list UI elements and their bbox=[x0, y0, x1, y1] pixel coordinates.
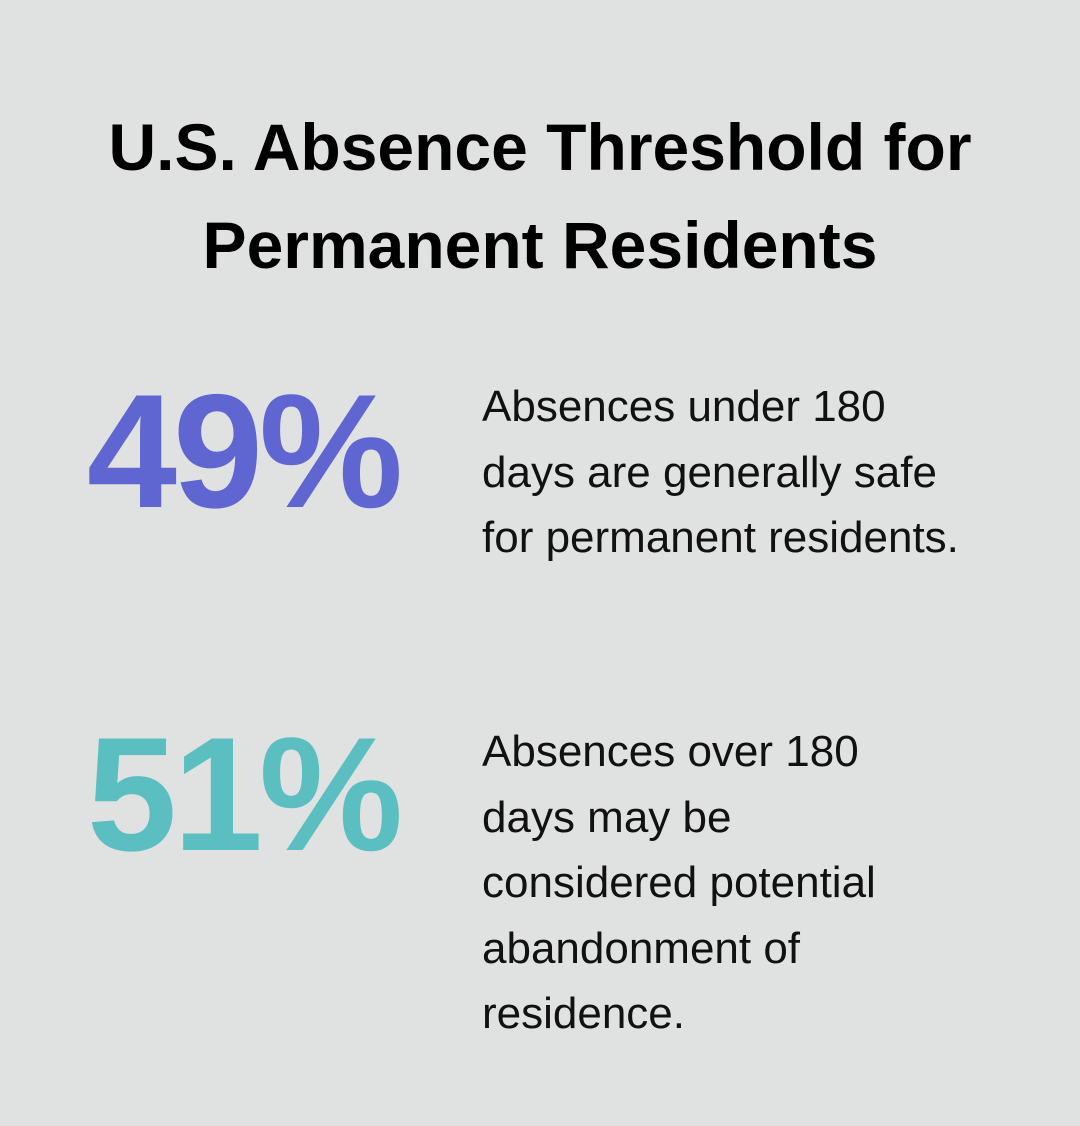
stat-value: 51% bbox=[86, 704, 403, 885]
stat-description: Absences over 180 days may be considered… bbox=[482, 727, 876, 1038]
stat-description: Absences under 180 days are generally sa… bbox=[482, 382, 959, 562]
page-title: U.S. Absence Threshold for Permanent Res… bbox=[108, 110, 972, 282]
stat-value: 49% bbox=[86, 361, 403, 542]
